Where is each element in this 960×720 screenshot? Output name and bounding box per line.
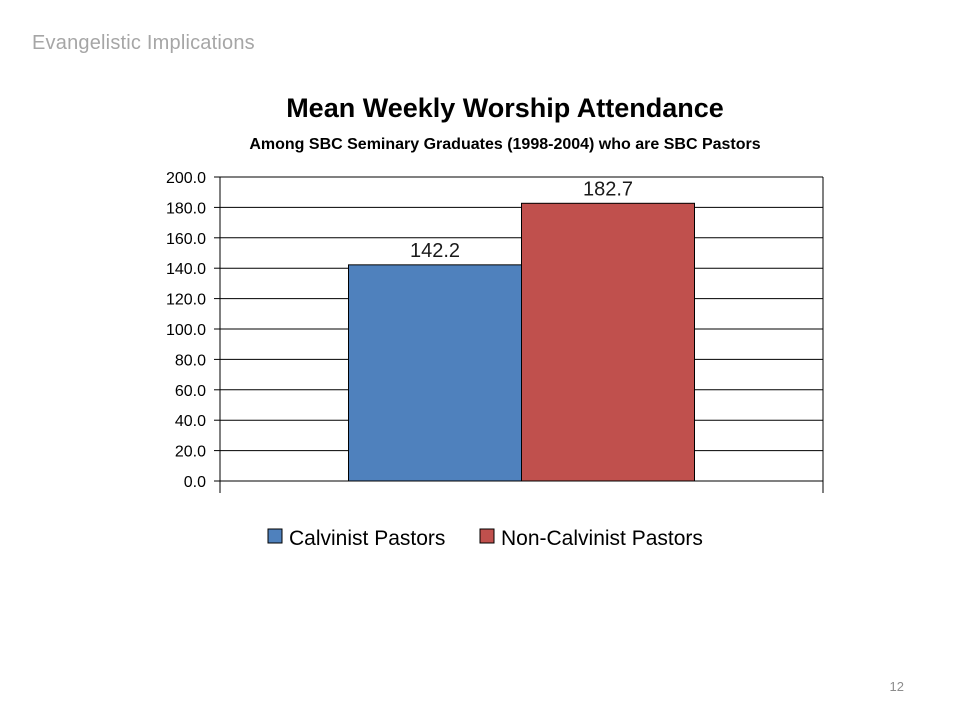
- y-tick-label: 160.0: [166, 231, 206, 248]
- y-tick-label: 20.0: [175, 444, 206, 461]
- legend-swatch: [479, 528, 495, 544]
- legend-label: Non-Calvinist Pastors: [501, 527, 703, 550]
- y-tick-label: 120.0: [166, 292, 206, 309]
- bar-non-calvinist-pastors: [521, 202, 695, 482]
- slide-header: Evangelistic Implications: [32, 32, 255, 54]
- data-label: 142.2: [410, 240, 460, 262]
- legend: Calvinist Pastors Non-Calvinist Pastors: [267, 527, 703, 550]
- y-tick-label: 40.0: [175, 413, 206, 430]
- page-number: 12: [889, 679, 904, 694]
- y-tick-label: 80.0: [175, 352, 206, 369]
- y-tick-label: 180.0: [166, 200, 206, 217]
- legend-label: Calvinist Pastors: [289, 527, 445, 550]
- data-label: 182.7: [583, 178, 633, 200]
- y-tick-label: 100.0: [166, 322, 206, 339]
- y-tick-label: 60.0: [175, 383, 206, 400]
- bar-calvinist-pastors: [348, 264, 522, 482]
- y-tick-label: 0.0: [184, 474, 206, 491]
- plot-area: 0.0 20.0 40.0 60.0 80.0 100.0 120.0 140.0 160.0 1…: [166, 170, 824, 493]
- legend-swatch: [267, 528, 283, 544]
- y-tick-label: 200.0: [166, 170, 206, 187]
- chart-title: Mean Weekly Worship Attendance: [286, 93, 724, 123]
- chart-subtitle: Among SBC Seminary Graduates (1998-2004)…: [249, 136, 760, 153]
- y-tick-label: 140.0: [166, 261, 206, 278]
